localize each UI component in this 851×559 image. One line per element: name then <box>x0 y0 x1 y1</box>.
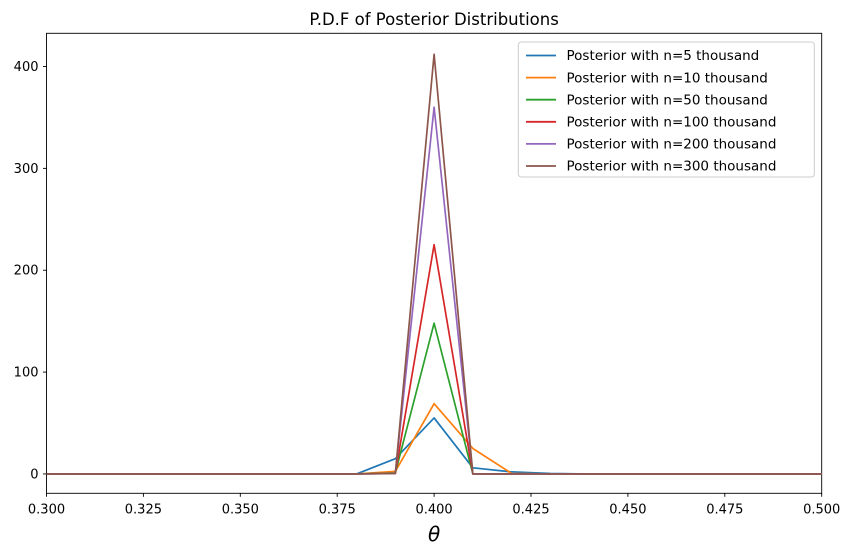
legend-label: Posterior with n=100 thousand <box>567 115 777 131</box>
x-axis-label: θ <box>428 522 440 546</box>
y-tick-label: 200 <box>14 264 39 279</box>
legend-box <box>517 41 815 178</box>
legend-item: Posterior with n=10 thousand <box>526 70 768 86</box>
x-tick-label: 0.350 <box>222 502 259 517</box>
y-tick-label: 400 <box>14 60 39 75</box>
series-line-6 <box>46 53 822 475</box>
x-tick-label: 0.450 <box>609 502 646 517</box>
x-tick-label: 0.325 <box>125 502 162 517</box>
chart-title: P.D.F of Posterior Distributions <box>309 10 558 29</box>
legend-item: Posterior with n=50 thousand <box>526 92 768 108</box>
series-line-1 <box>46 417 822 475</box>
x-tick-label: 0.500 <box>803 502 840 517</box>
y-tick-label: 0 <box>30 467 38 482</box>
legend-label: Posterior with n=10 thousand <box>567 70 768 86</box>
y-tick-label: 300 <box>14 162 39 177</box>
legend-item: Posterior with n=300 thousand <box>526 159 776 175</box>
series-line-4 <box>46 243 822 475</box>
series-line-3 <box>46 322 822 475</box>
y-tick-label: 100 <box>14 366 39 381</box>
legend-label: Posterior with n=50 thousand <box>567 92 768 108</box>
x-tick-label: 0.300 <box>28 502 65 517</box>
legend-label: Posterior with n=5 thousand <box>567 48 760 64</box>
legend-item: Posterior with n=5 thousand <box>526 48 759 64</box>
legend-item: Posterior with n=100 thousand <box>526 115 776 131</box>
x-tick-label: 0.425 <box>512 502 549 517</box>
legend-item: Posterior with n=200 thousand <box>526 137 776 153</box>
legend-label: Posterior with n=300 thousand <box>567 159 777 175</box>
x-tick-label: 0.475 <box>706 502 743 517</box>
legend-label: Posterior with n=200 thousand <box>567 137 777 153</box>
x-tick-label: 0.375 <box>319 502 356 517</box>
legend: Posterior with n=5 thousand Posterior wit… <box>517 41 815 178</box>
series-line-2 <box>46 402 822 475</box>
x-tick-label: 0.400 <box>415 502 452 517</box>
